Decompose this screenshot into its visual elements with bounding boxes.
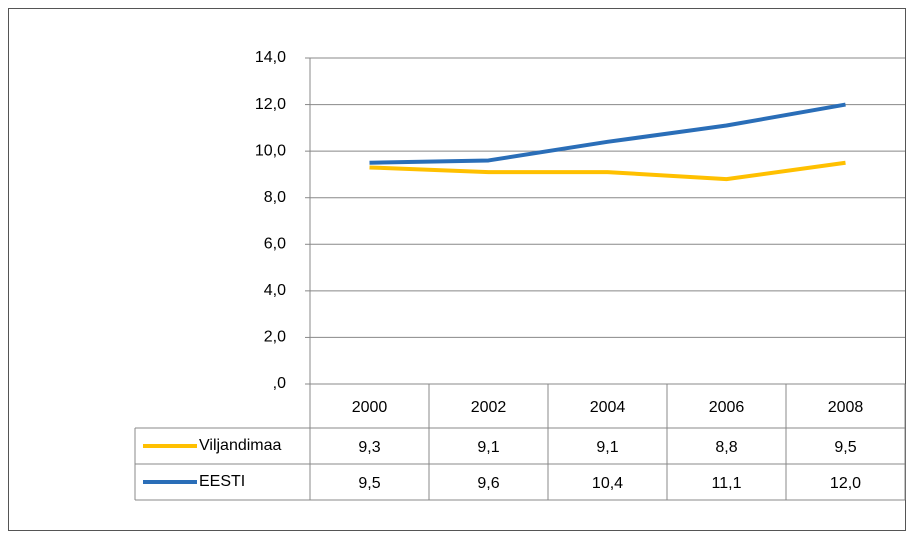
y-tick-label: 8,0 — [264, 189, 286, 206]
data-table-value: 8,8 — [715, 439, 737, 456]
data-table-value: 9,1 — [477, 439, 499, 456]
series-line — [369, 160, 846, 182]
x-tick-label: 2002 — [471, 399, 507, 416]
y-tick-label: 10,0 — [255, 142, 286, 159]
data-table-value: 9,5 — [358, 475, 380, 492]
y-tick-label: ,0 — [273, 375, 286, 392]
data-table-value: 11,1 — [712, 475, 742, 492]
x-tick-label: 2000 — [352, 399, 388, 416]
y-tick-label: 6,0 — [264, 236, 286, 253]
y-tick-label: 14,0 — [255, 49, 286, 66]
legend-label: EESTI — [199, 473, 245, 490]
x-tick-label: 2006 — [709, 399, 745, 416]
y-tick-label: 2,0 — [264, 329, 286, 346]
data-table-value: 10,4 — [592, 475, 623, 492]
data-table-value: 9,5 — [834, 439, 856, 456]
y-tick-label: 12,0 — [255, 96, 286, 113]
series-line — [369, 102, 846, 165]
y-tick-label: 4,0 — [264, 282, 286, 299]
x-tick-label: 2008 — [828, 399, 864, 416]
data-table-value: 12,0 — [830, 475, 861, 492]
x-tick-label: 2004 — [590, 399, 626, 416]
data-table-value: 9,6 — [477, 475, 499, 492]
chart-border — [8, 8, 906, 531]
data-table-value: 9,1 — [596, 439, 618, 456]
data-table-value: 9,3 — [358, 439, 380, 456]
legend-label: Viljandimaa — [199, 437, 282, 454]
